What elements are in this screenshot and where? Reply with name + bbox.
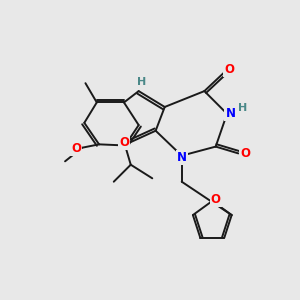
Text: O: O xyxy=(71,142,81,155)
Text: H: H xyxy=(238,103,248,113)
Text: O: O xyxy=(240,147,250,160)
Text: H: H xyxy=(137,77,147,87)
Text: N: N xyxy=(177,152,187,164)
Text: O: O xyxy=(119,136,129,148)
Text: N: N xyxy=(225,107,236,120)
Text: O: O xyxy=(211,193,221,206)
Text: O: O xyxy=(224,63,234,76)
